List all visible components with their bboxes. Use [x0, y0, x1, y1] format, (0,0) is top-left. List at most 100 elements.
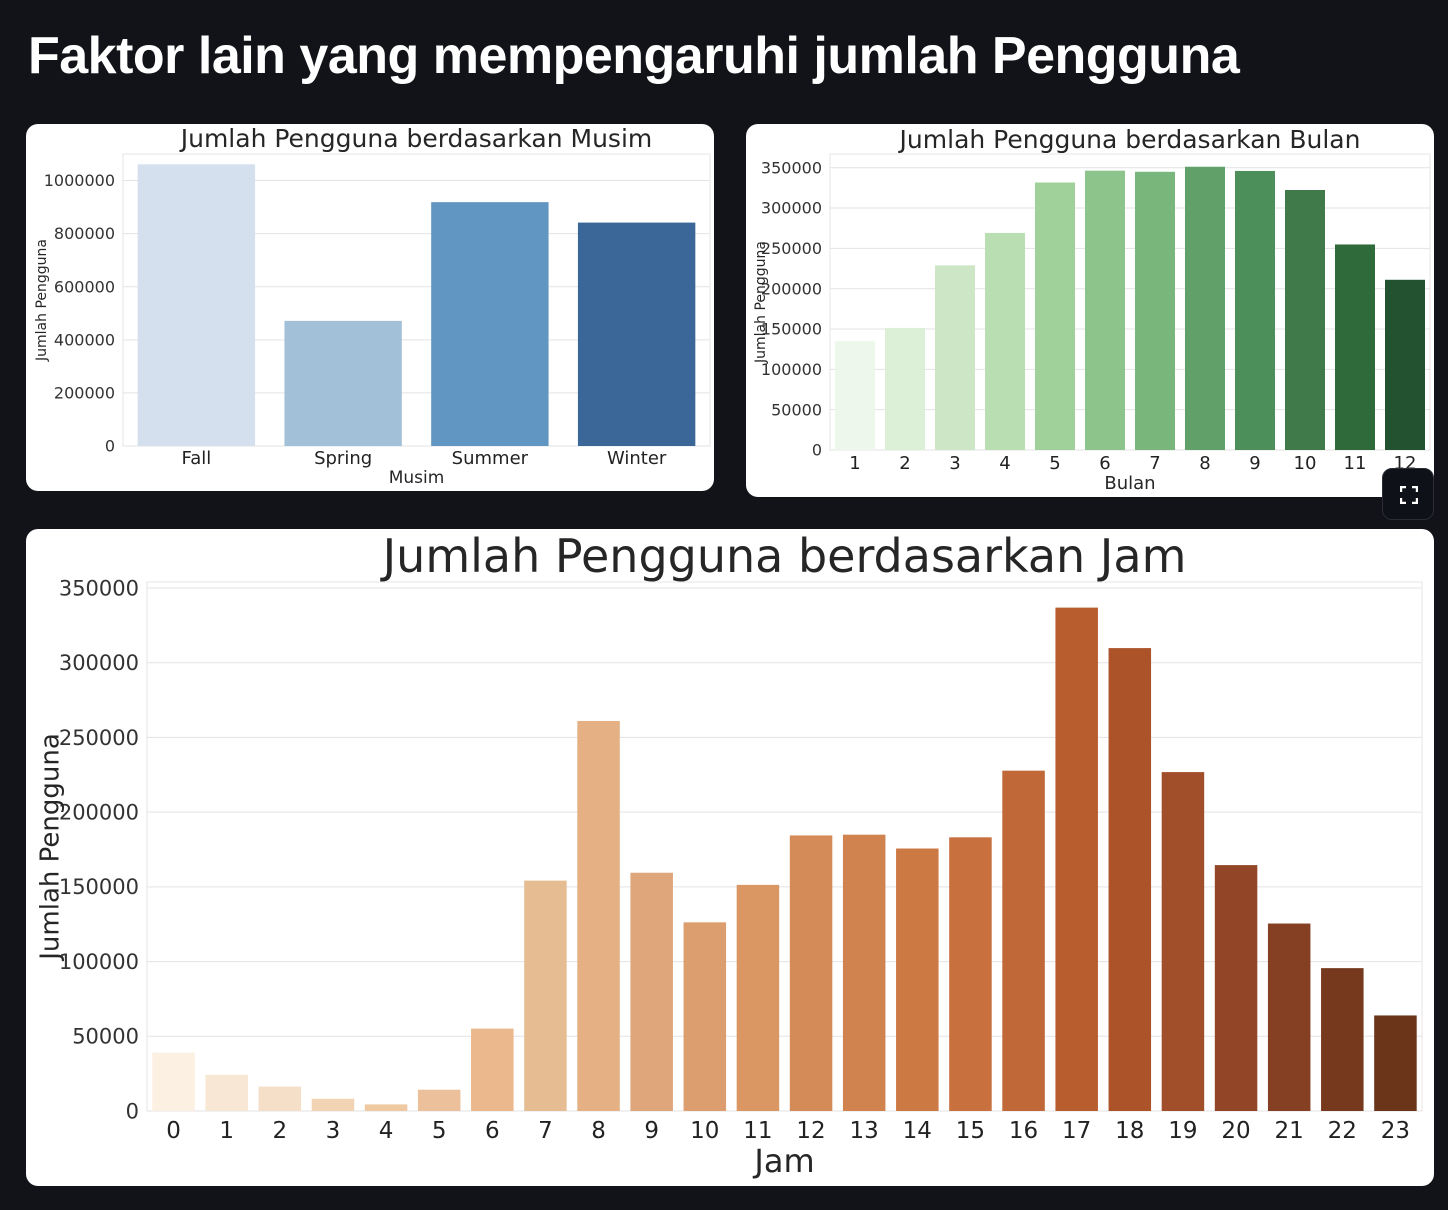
chart-card-bulan: 0 50000 100000 150000 200000 250000 300000 3500… — [746, 124, 1434, 497]
fullscreen-icon — [1400, 486, 1418, 504]
x-tick-label: 12 — [796, 1118, 825, 1144]
bar — [1335, 244, 1375, 450]
y-tick-label: 200000 — [54, 384, 115, 403]
bar — [418, 1090, 461, 1111]
bar — [1185, 167, 1225, 450]
x-tick-label: 23 — [1381, 1118, 1410, 1144]
y-tick-label: 50000 — [72, 1025, 139, 1049]
x-tick-label: Summer — [452, 448, 529, 469]
bar — [1055, 608, 1098, 1111]
x-tick-label: Spring — [314, 448, 372, 469]
bar — [365, 1104, 408, 1111]
x-tick-label: 15 — [956, 1118, 985, 1144]
bar — [1374, 1015, 1417, 1111]
y-tick-label: 1000000 — [44, 171, 115, 190]
x-tick-label: 2 — [899, 453, 910, 474]
bar — [1285, 190, 1325, 450]
y-tick-label: 250000 — [59, 726, 139, 750]
x-tick-label: 21 — [1275, 1118, 1304, 1144]
x-tick-label: 10 — [1294, 453, 1317, 474]
y-tick-label: 150000 — [59, 875, 139, 899]
chart-title: Jumlah Pengguna berdasarkan Bulan — [898, 125, 1361, 154]
x-tick-label: 10 — [690, 1118, 719, 1144]
x-axis-label: Musim — [389, 468, 445, 488]
chart-title: Jumlah Pengguna berdasarkan Jam — [380, 529, 1187, 583]
x-tick-label: 20 — [1221, 1118, 1250, 1144]
y-tick-label: 800000 — [54, 224, 115, 243]
x-tick-label: 6 — [1099, 453, 1110, 474]
bar — [790, 835, 833, 1111]
bar — [205, 1075, 248, 1111]
bar — [835, 341, 875, 450]
bar — [431, 202, 548, 446]
x-tick-label: 18 — [1115, 1118, 1144, 1144]
x-tick-label: 1 — [219, 1118, 234, 1144]
bar — [949, 837, 992, 1111]
x-tick-label: Fall — [182, 448, 212, 469]
chart-card-jam: 0 50000 100000 150000 200000 250000 300000 3500… — [26, 529, 1434, 1186]
y-tick-label: 350000 — [59, 576, 139, 600]
y-tick-label: 0 — [105, 437, 115, 456]
y-axis-label: Jumlah Pengguna — [34, 239, 50, 362]
bar — [578, 223, 695, 446]
x-tick-label: 4 — [999, 453, 1010, 474]
x-tick-label: 6 — [485, 1118, 500, 1144]
bar — [1135, 172, 1175, 450]
x-tick-label: 3 — [949, 453, 960, 474]
bar — [1215, 865, 1258, 1111]
bar — [259, 1087, 302, 1111]
x-tick-label: 13 — [850, 1118, 879, 1144]
x-tick-label: 11 — [1344, 453, 1367, 474]
y-tick-label: 100000 — [761, 360, 822, 379]
x-tick-label: 7 — [1149, 453, 1160, 474]
bar — [577, 721, 620, 1111]
y-tick-label: 300000 — [761, 199, 822, 218]
y-tick-label: 600000 — [54, 277, 115, 296]
bar — [896, 849, 939, 1111]
x-tick-label: 1 — [849, 453, 860, 474]
x-tick-label: 7 — [538, 1118, 553, 1144]
x-tick-label: 9 — [644, 1118, 659, 1144]
bar — [684, 922, 727, 1111]
y-tick-label: 0 — [126, 1099, 139, 1123]
y-axis-label: Jumlah Pengguna — [36, 733, 66, 962]
x-tick-label: 22 — [1328, 1118, 1357, 1144]
page-title: Faktor lain yang mempengaruhi jumlah Pen… — [28, 26, 1239, 86]
chart-musim: 0 200000 400000 600000 800000 1000000 Fall Spri… — [26, 124, 714, 491]
x-tick-label: 5 — [432, 1118, 447, 1144]
bar — [1268, 924, 1311, 1111]
x-tick-label: 3 — [326, 1118, 341, 1144]
x-tick-label: 5 — [1049, 453, 1060, 474]
chart-jam: 0 50000 100000 150000 200000 250000 300000 3500… — [26, 529, 1434, 1186]
x-tick-label: 14 — [903, 1118, 932, 1144]
bar — [630, 873, 673, 1111]
bar — [843, 835, 886, 1111]
bar — [1035, 182, 1075, 450]
x-tick-label: 8 — [591, 1118, 606, 1144]
bar — [885, 328, 925, 450]
x-axis-label: Bulan — [1104, 473, 1155, 494]
bar — [985, 233, 1025, 450]
bar — [284, 321, 401, 446]
x-tick-label: 17 — [1062, 1118, 1091, 1144]
x-tick-label: 16 — [1009, 1118, 1038, 1144]
x-tick-label: 8 — [1199, 453, 1210, 474]
bar — [1162, 772, 1205, 1111]
y-tick-label: 350000 — [761, 158, 822, 177]
bar — [152, 1053, 195, 1111]
x-tick-label: 2 — [272, 1118, 287, 1144]
x-tick-label: Winter — [607, 448, 667, 469]
bar — [1002, 771, 1045, 1111]
bar — [312, 1099, 355, 1111]
bar — [1235, 171, 1275, 450]
x-tick-label: 9 — [1249, 453, 1260, 474]
bar — [935, 265, 975, 450]
y-tick-label: 50000 — [771, 400, 822, 419]
y-tick-label: 150000 — [761, 320, 822, 339]
y-tick-label: 200000 — [761, 279, 822, 298]
fullscreen-button[interactable] — [1382, 468, 1434, 520]
bar — [524, 881, 567, 1111]
y-tick-label: 300000 — [59, 651, 139, 675]
x-tick-label: 0 — [166, 1118, 181, 1144]
chart-bulan: 0 50000 100000 150000 200000 250000 300000 3500… — [746, 124, 1434, 497]
